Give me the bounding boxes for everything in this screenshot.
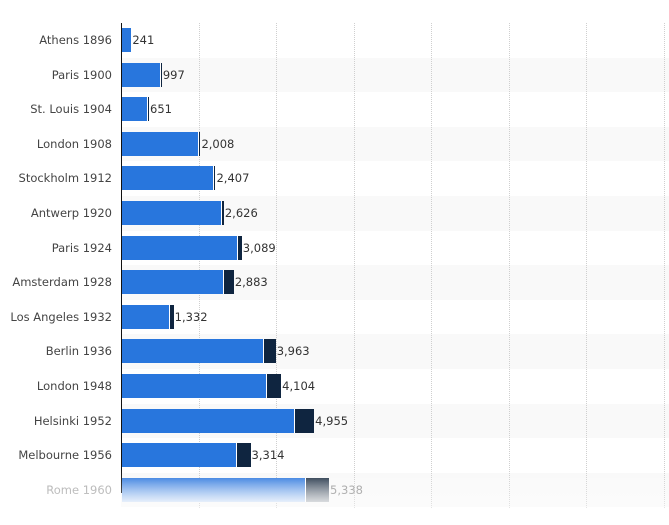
bar-segment-men[interactable] bbox=[122, 374, 267, 398]
category-label: Athens 1896 bbox=[39, 33, 112, 47]
gridline bbox=[276, 23, 277, 508]
value-label: 2,626 bbox=[224, 206, 258, 220]
bar-segment-men[interactable] bbox=[122, 28, 132, 52]
category-label: Rome 1960 bbox=[46, 482, 112, 497]
value-label: 241 bbox=[132, 33, 155, 47]
value-label: 2,008 bbox=[201, 136, 235, 151]
bar-segment-men[interactable] bbox=[122, 408, 295, 433]
category-label: Berlin 1936 bbox=[45, 344, 112, 359]
bar-segment-men[interactable] bbox=[122, 339, 263, 364]
category-label: Melbourne 1956 bbox=[18, 448, 112, 463]
bar-segment-women[interactable] bbox=[235, 443, 251, 468]
bar-segment-women[interactable] bbox=[266, 374, 282, 398]
bar-segment-men[interactable] bbox=[122, 201, 222, 225]
bar-segment-women[interactable] bbox=[221, 201, 224, 225]
category-label: Paris 1924 bbox=[51, 240, 112, 255]
y-axis-line bbox=[121, 23, 122, 493]
bar-segment-men[interactable] bbox=[122, 443, 236, 468]
gridline bbox=[509, 23, 510, 508]
category-label: St. Louis 1904 bbox=[30, 102, 112, 117]
bar-segment-women[interactable] bbox=[305, 477, 330, 502]
category-label: London 1948 bbox=[36, 379, 112, 393]
row-background bbox=[121, 126, 669, 162]
bar-segment-men[interactable] bbox=[122, 166, 214, 191]
bar-segment-women[interactable] bbox=[236, 235, 242, 260]
bar-segment-men[interactable] bbox=[122, 270, 224, 295]
value-label: 3,314 bbox=[251, 448, 285, 463]
category-label: London 1908 bbox=[36, 136, 112, 151]
gridline bbox=[664, 23, 665, 508]
bar-segment-men[interactable] bbox=[122, 304, 169, 329]
bar-segment-women[interactable] bbox=[198, 131, 201, 156]
row-background bbox=[121, 57, 669, 93]
bar-segment-women[interactable] bbox=[294, 408, 315, 433]
category-label: Amsterdam 1928 bbox=[12, 275, 112, 290]
bar-segment-men[interactable] bbox=[122, 131, 199, 156]
gridline bbox=[199, 23, 200, 508]
value-label: 2,407 bbox=[216, 171, 250, 186]
value-label: 5,338 bbox=[330, 482, 363, 497]
bar-segment-men[interactable] bbox=[122, 235, 237, 260]
category-label: Helsinki 1952 bbox=[33, 413, 112, 428]
bar-segment-women[interactable] bbox=[147, 97, 150, 122]
value-label: 3,089 bbox=[242, 240, 276, 255]
bar-segment-women[interactable] bbox=[213, 166, 216, 191]
value-label: 651 bbox=[150, 102, 172, 117]
gridline bbox=[354, 23, 355, 508]
bar-segment-women[interactable] bbox=[168, 304, 174, 329]
category-label: Stockholm 1912 bbox=[18, 171, 112, 186]
value-label: 1,332 bbox=[174, 309, 208, 324]
category-label: Los Angeles 1932 bbox=[10, 309, 112, 324]
bar-segment-men[interactable] bbox=[122, 97, 148, 122]
value-label: 3,963 bbox=[276, 344, 310, 359]
bar-segment-men[interactable] bbox=[122, 477, 306, 502]
category-label: Paris 1900 bbox=[51, 67, 112, 82]
bar-segment-women[interactable] bbox=[262, 339, 276, 364]
gridline bbox=[586, 23, 587, 508]
value-label: 4,955 bbox=[315, 413, 349, 428]
value-label: 997 bbox=[162, 67, 185, 82]
value-label: 4,104 bbox=[282, 379, 316, 393]
gridline bbox=[431, 23, 432, 508]
bar-segment-men[interactable] bbox=[122, 62, 160, 87]
value-label: 2,883 bbox=[234, 275, 268, 290]
bar-segment-women[interactable] bbox=[223, 270, 234, 295]
category-label: Antwerp 1920 bbox=[30, 206, 112, 220]
bar-segment-women[interactable] bbox=[159, 62, 162, 87]
